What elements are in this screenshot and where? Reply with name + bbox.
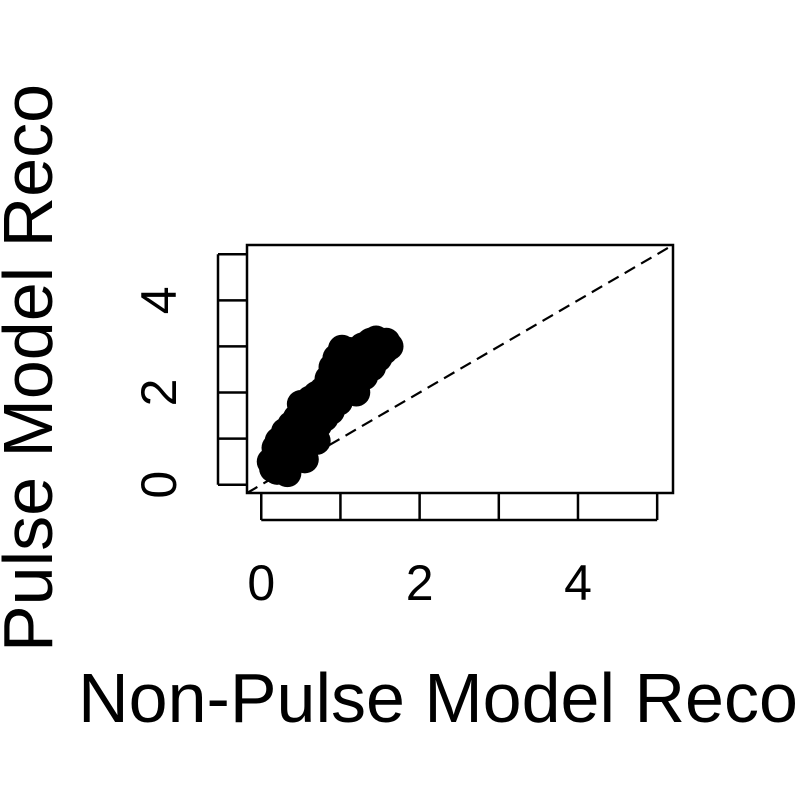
data-points <box>256 325 404 488</box>
x-tick-label: 0 <box>247 555 275 611</box>
y-axis: 0 2 4 <box>131 252 247 499</box>
x-tick-label: 2 <box>406 555 434 611</box>
data-point <box>342 378 371 407</box>
x-tick-label: 4 <box>564 555 592 611</box>
y-tick-label: 4 <box>131 286 187 314</box>
y-axis-title: Pulse Model Reco <box>0 84 67 652</box>
x-axis-title: Non-Pulse Model Reco <box>78 659 798 737</box>
x-axis: 0 2 4 <box>247 493 659 611</box>
data-point <box>375 332 404 361</box>
y-tick-label: 2 <box>131 379 187 407</box>
data-point <box>302 426 331 455</box>
y-tick-label: 0 <box>131 471 187 499</box>
plot-frame <box>245 243 675 495</box>
